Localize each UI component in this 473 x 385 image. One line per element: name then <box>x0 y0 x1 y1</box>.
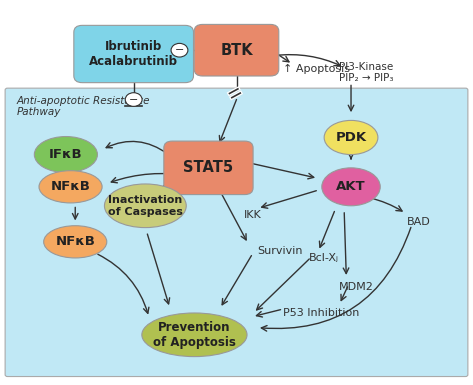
Circle shape <box>125 93 142 106</box>
Text: MDM2: MDM2 <box>339 282 374 292</box>
Text: Prevention
of Apoptosis: Prevention of Apoptosis <box>153 321 236 349</box>
Text: Survivin: Survivin <box>257 246 303 256</box>
Ellipse shape <box>322 168 380 206</box>
Text: AKT: AKT <box>336 180 366 193</box>
Text: IFκB: IFκB <box>49 148 83 161</box>
Ellipse shape <box>105 184 186 228</box>
FancyBboxPatch shape <box>74 25 193 83</box>
Ellipse shape <box>142 313 247 357</box>
Text: P53 Inhibition: P53 Inhibition <box>283 308 359 318</box>
Text: BAD: BAD <box>407 217 431 227</box>
FancyBboxPatch shape <box>194 24 279 76</box>
Text: Anti-apoptotic Resistance
Pathway: Anti-apoptotic Resistance Pathway <box>17 96 150 117</box>
Text: IKK: IKK <box>244 209 261 219</box>
Text: NFκB: NFκB <box>51 180 90 193</box>
FancyBboxPatch shape <box>164 141 253 194</box>
Circle shape <box>171 44 188 57</box>
Text: −: − <box>129 95 138 105</box>
Text: −: − <box>175 45 184 55</box>
Ellipse shape <box>35 137 97 172</box>
Text: Bcl-Xⱼ: Bcl-Xⱼ <box>309 253 339 263</box>
Text: Ibrutinib
Acalabrutinib: Ibrutinib Acalabrutinib <box>89 40 178 68</box>
Ellipse shape <box>39 171 102 203</box>
Ellipse shape <box>44 226 107 258</box>
Text: NFκB: NFκB <box>55 235 95 248</box>
Text: STAT5: STAT5 <box>184 160 234 175</box>
Text: PI3-Kinase
PIP₂ → PIP₃: PI3-Kinase PIP₂ → PIP₃ <box>339 62 394 83</box>
Text: Inactivation
of Caspases: Inactivation of Caspases <box>108 195 183 217</box>
FancyBboxPatch shape <box>5 88 468 377</box>
Text: PDK: PDK <box>335 131 367 144</box>
Text: BTK: BTK <box>220 43 253 58</box>
Ellipse shape <box>324 121 378 154</box>
Text: ↑ Apoptosis: ↑ Apoptosis <box>283 64 350 74</box>
